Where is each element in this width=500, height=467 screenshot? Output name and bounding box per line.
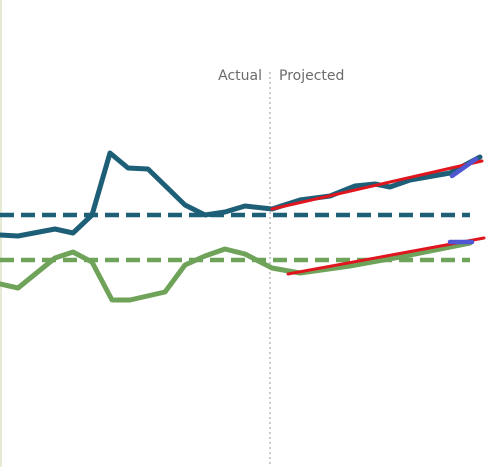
actual-label: Actual (218, 68, 262, 84)
green-actual-series (0, 240, 473, 303)
projected-label: Projected (279, 68, 345, 84)
teal-trend-line (270, 159, 484, 211)
teal-end-highlight (449, 156, 479, 179)
teal-actual-series (0, 150, 483, 239)
